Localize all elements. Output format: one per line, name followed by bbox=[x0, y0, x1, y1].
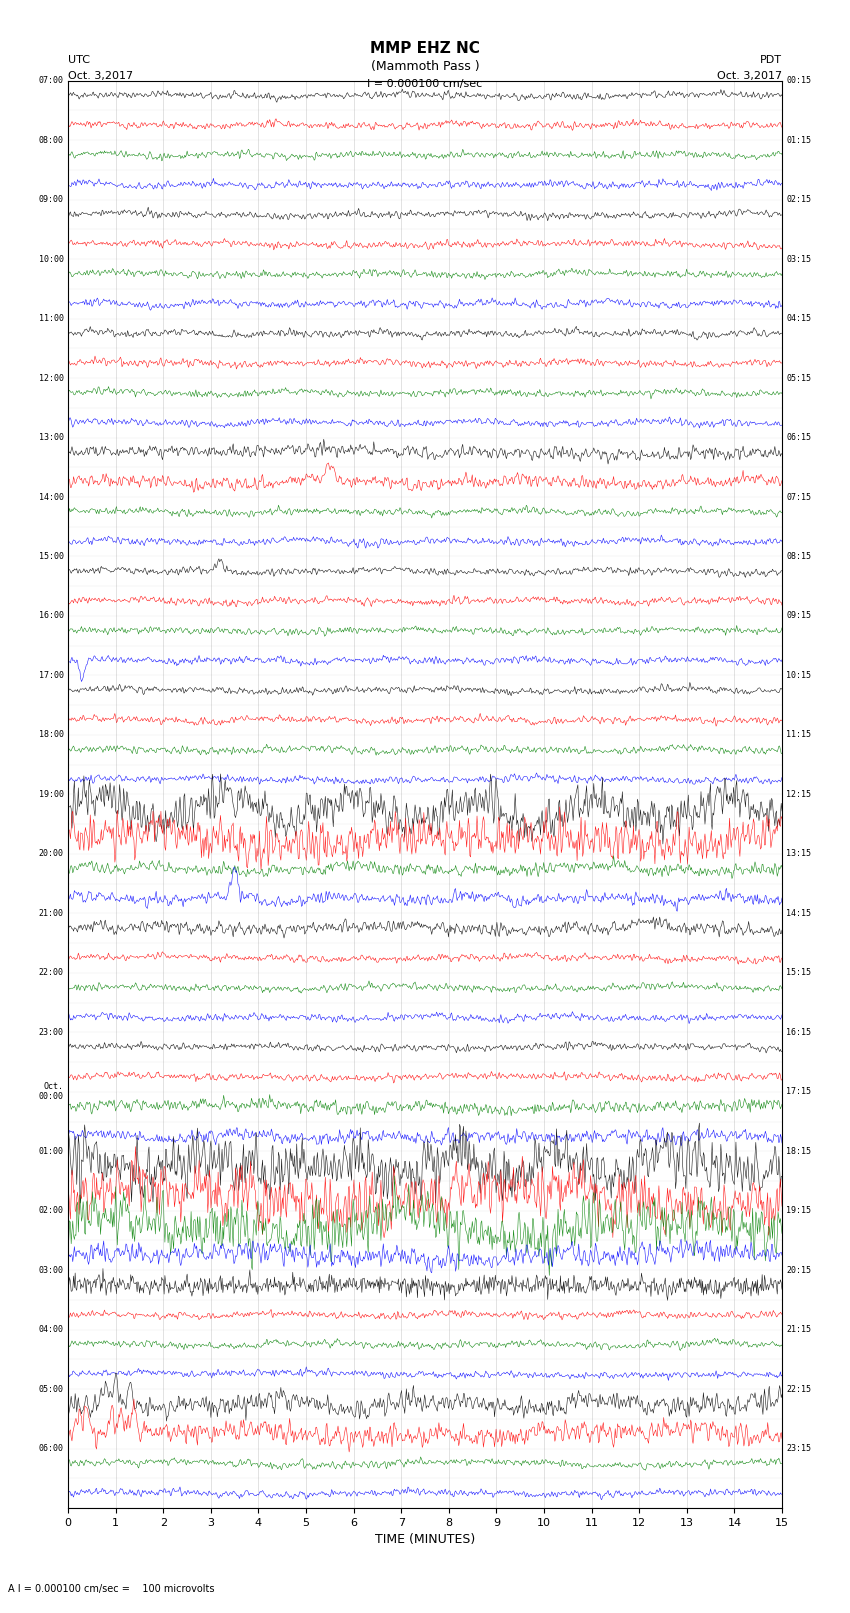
Text: 07:00: 07:00 bbox=[39, 76, 64, 85]
Text: MMP EHZ NC: MMP EHZ NC bbox=[370, 42, 480, 56]
Text: 09:15: 09:15 bbox=[786, 611, 811, 621]
Text: 01:15: 01:15 bbox=[786, 135, 811, 145]
Text: 04:00: 04:00 bbox=[39, 1326, 64, 1334]
Text: 23:15: 23:15 bbox=[786, 1444, 811, 1453]
Text: 10:00: 10:00 bbox=[39, 255, 64, 263]
Text: 18:00: 18:00 bbox=[39, 731, 64, 739]
Text: 13:15: 13:15 bbox=[786, 850, 811, 858]
Text: 02:00: 02:00 bbox=[39, 1207, 64, 1215]
Text: 03:15: 03:15 bbox=[786, 255, 811, 263]
Text: 19:00: 19:00 bbox=[39, 790, 64, 798]
Text: 00:15: 00:15 bbox=[786, 76, 811, 85]
Text: 19:15: 19:15 bbox=[786, 1207, 811, 1215]
Text: 18:15: 18:15 bbox=[786, 1147, 811, 1157]
Text: 04:15: 04:15 bbox=[786, 315, 811, 323]
Text: 22:00: 22:00 bbox=[39, 968, 64, 977]
Text: Oct. 3,2017: Oct. 3,2017 bbox=[68, 71, 133, 81]
X-axis label: TIME (MINUTES): TIME (MINUTES) bbox=[375, 1534, 475, 1547]
Text: 17:00: 17:00 bbox=[39, 671, 64, 681]
Text: 03:00: 03:00 bbox=[39, 1266, 64, 1274]
Text: Oct.
00:00: Oct. 00:00 bbox=[39, 1082, 64, 1102]
Text: PDT: PDT bbox=[760, 55, 782, 65]
Text: 07:15: 07:15 bbox=[786, 492, 811, 502]
Text: 09:00: 09:00 bbox=[39, 195, 64, 205]
Text: Oct. 3,2017: Oct. 3,2017 bbox=[717, 71, 782, 81]
Text: (Mammoth Pass ): (Mammoth Pass ) bbox=[371, 60, 479, 73]
Text: I = 0.000100 cm/sec: I = 0.000100 cm/sec bbox=[367, 79, 483, 89]
Text: 12:00: 12:00 bbox=[39, 374, 64, 382]
Text: 20:15: 20:15 bbox=[786, 1266, 811, 1274]
Text: A I = 0.000100 cm/sec =    100 microvolts: A I = 0.000100 cm/sec = 100 microvolts bbox=[8, 1584, 215, 1594]
Text: 11:15: 11:15 bbox=[786, 731, 811, 739]
Text: 12:15: 12:15 bbox=[786, 790, 811, 798]
Text: 15:00: 15:00 bbox=[39, 552, 64, 561]
Text: UTC: UTC bbox=[68, 55, 90, 65]
Text: 02:15: 02:15 bbox=[786, 195, 811, 205]
Text: 17:15: 17:15 bbox=[786, 1087, 811, 1097]
Text: 05:00: 05:00 bbox=[39, 1384, 64, 1394]
Text: 14:00: 14:00 bbox=[39, 492, 64, 502]
Text: 10:15: 10:15 bbox=[786, 671, 811, 681]
Text: 16:00: 16:00 bbox=[39, 611, 64, 621]
Text: 05:15: 05:15 bbox=[786, 374, 811, 382]
Text: 21:15: 21:15 bbox=[786, 1326, 811, 1334]
Text: 08:15: 08:15 bbox=[786, 552, 811, 561]
Text: 21:00: 21:00 bbox=[39, 908, 64, 918]
Text: 14:15: 14:15 bbox=[786, 908, 811, 918]
Text: 06:00: 06:00 bbox=[39, 1444, 64, 1453]
Text: 23:00: 23:00 bbox=[39, 1027, 64, 1037]
Text: 06:15: 06:15 bbox=[786, 432, 811, 442]
Text: 16:15: 16:15 bbox=[786, 1027, 811, 1037]
Text: 01:00: 01:00 bbox=[39, 1147, 64, 1157]
Text: 20:00: 20:00 bbox=[39, 850, 64, 858]
Text: 15:15: 15:15 bbox=[786, 968, 811, 977]
Text: 11:00: 11:00 bbox=[39, 315, 64, 323]
Text: 08:00: 08:00 bbox=[39, 135, 64, 145]
Text: 13:00: 13:00 bbox=[39, 432, 64, 442]
Text: 22:15: 22:15 bbox=[786, 1384, 811, 1394]
